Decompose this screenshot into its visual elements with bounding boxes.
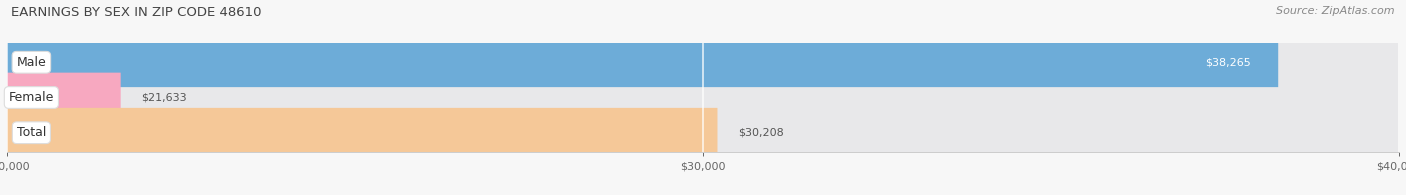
Text: Total: Total [17, 126, 46, 139]
Text: Female: Female [8, 91, 53, 104]
FancyBboxPatch shape [7, 108, 1399, 158]
FancyBboxPatch shape [7, 37, 1278, 87]
FancyBboxPatch shape [7, 73, 1399, 122]
FancyBboxPatch shape [7, 37, 1399, 87]
FancyBboxPatch shape [7, 73, 121, 122]
Text: Source: ZipAtlas.com: Source: ZipAtlas.com [1277, 6, 1395, 16]
Text: $30,208: $30,208 [738, 128, 785, 138]
Text: EARNINGS BY SEX IN ZIP CODE 48610: EARNINGS BY SEX IN ZIP CODE 48610 [11, 6, 262, 19]
Text: Male: Male [17, 56, 46, 69]
Text: $21,633: $21,633 [142, 92, 187, 103]
Text: $38,265: $38,265 [1205, 57, 1250, 67]
FancyBboxPatch shape [7, 108, 717, 158]
